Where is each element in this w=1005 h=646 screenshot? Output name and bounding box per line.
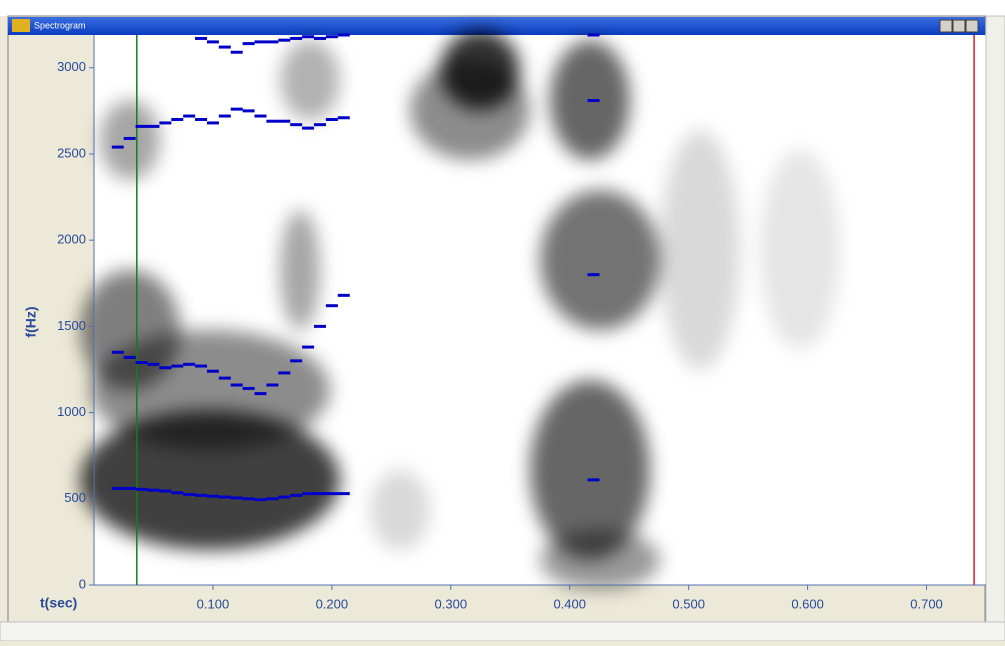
x-axis-label: t(sec) bbox=[40, 595, 77, 611]
x-tick-label: 0.400 bbox=[553, 596, 586, 611]
y-tick-label: 1000 bbox=[57, 404, 86, 419]
y-axis-label: f(Hz) bbox=[23, 306, 39, 337]
spectral-energy bbox=[280, 210, 320, 330]
window-buttons[interactable] bbox=[940, 20, 978, 32]
y-tick-label: 2500 bbox=[57, 145, 86, 160]
x-tick-label: 0.600 bbox=[791, 596, 824, 611]
x-tick-label: 0.700 bbox=[910, 596, 943, 611]
x-tick-label: 0.500 bbox=[672, 596, 705, 611]
app-icon bbox=[12, 19, 30, 32]
spectral-energy bbox=[370, 470, 430, 550]
spectral-energy bbox=[760, 150, 840, 350]
vertical-scrollbar[interactable] bbox=[986, 16, 1005, 622]
horizontal-scrollbar[interactable] bbox=[0, 622, 1005, 641]
x-tick-label: 0.100 bbox=[197, 596, 230, 611]
spectral-energy bbox=[540, 190, 660, 330]
y-tick-label: 1500 bbox=[57, 318, 86, 333]
maximize-button[interactable] bbox=[953, 20, 965, 32]
spectral-energy bbox=[280, 40, 340, 120]
y-tick-label: 2000 bbox=[57, 232, 86, 247]
window-title: Spectrogram bbox=[34, 20, 86, 30]
title-bar bbox=[8, 17, 985, 35]
y-tick-label: 3000 bbox=[57, 59, 86, 74]
x-tick-label: 0.200 bbox=[316, 596, 349, 611]
spectral-energy bbox=[100, 100, 160, 180]
top-bar bbox=[0, 0, 1005, 16]
close-button[interactable] bbox=[966, 20, 978, 32]
y-tick-label: 0 bbox=[79, 576, 86, 591]
minimize-button[interactable] bbox=[940, 20, 952, 32]
x-tick-label: 0.300 bbox=[435, 596, 468, 611]
y-tick-label: 500 bbox=[64, 490, 86, 505]
spectrogram-window: Spectrogram f(Hz) t(sec) 0 500 1000 1500 200… bbox=[0, 0, 1005, 641]
spectral-energy bbox=[410, 60, 530, 160]
spectral-energy bbox=[660, 130, 740, 370]
spectral-energy bbox=[540, 530, 660, 590]
spectral-energy bbox=[80, 270, 180, 390]
